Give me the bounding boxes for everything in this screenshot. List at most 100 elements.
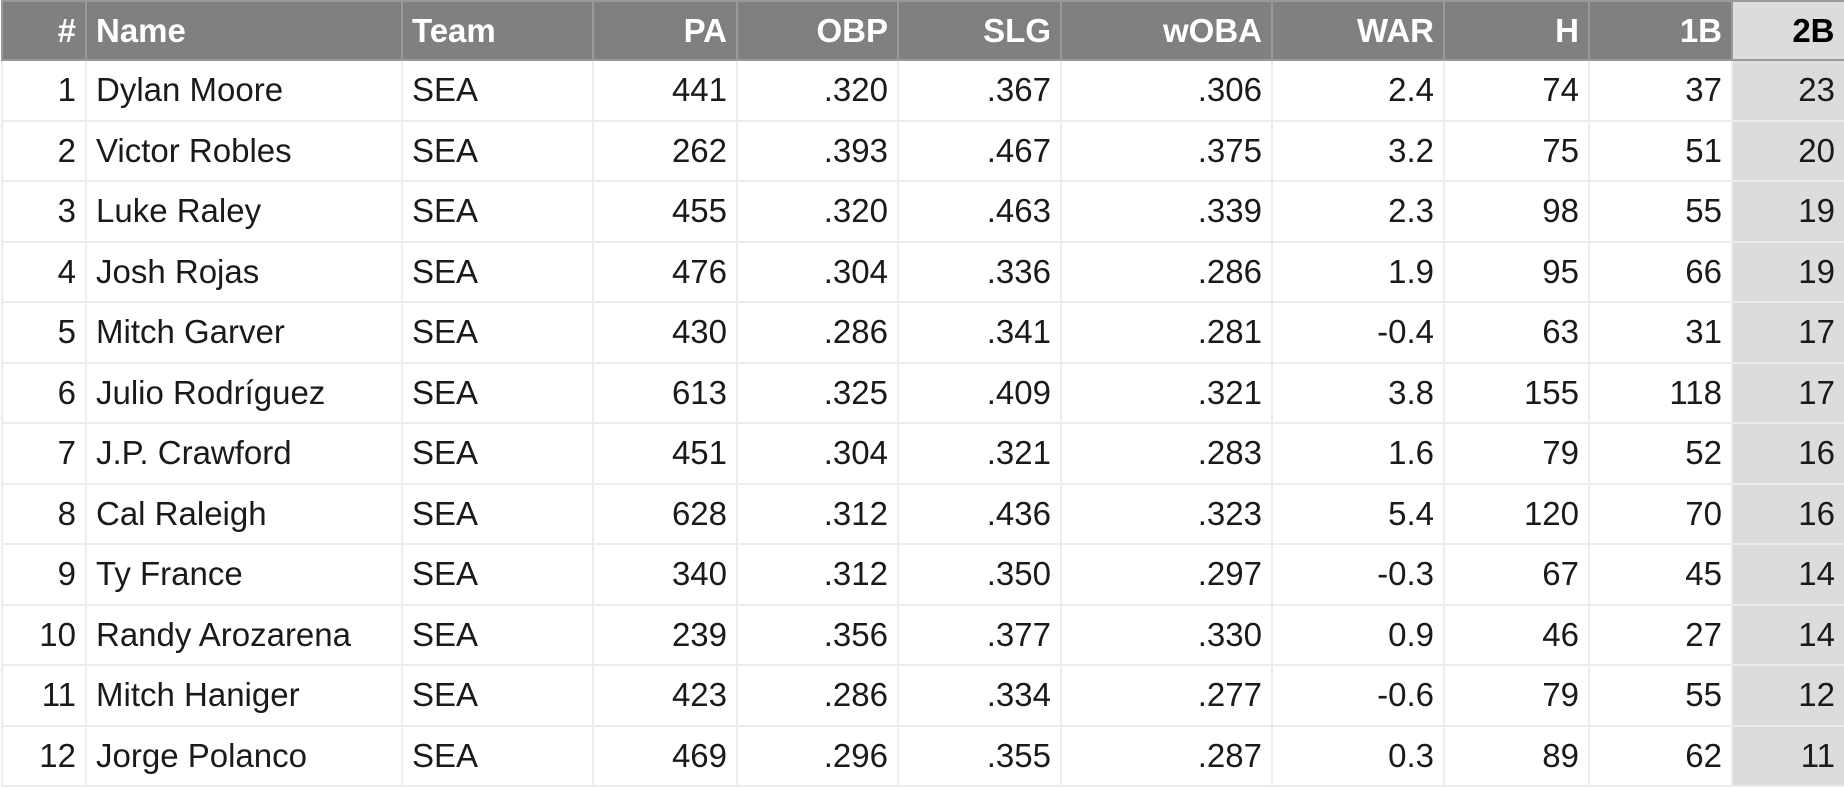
- cell-rank: 3: [1, 180, 87, 243]
- cell-woba: .306: [1060, 59, 1273, 122]
- cell-slg: .350: [897, 543, 1062, 606]
- cell-name: Cal Raleigh: [85, 482, 403, 545]
- cell-name: Luke Raley: [85, 180, 403, 243]
- cell-woba: .283: [1060, 422, 1273, 485]
- cell-2b: 19: [1731, 240, 1844, 303]
- cell-rank: 2: [1, 119, 87, 182]
- cell-name: J.P. Crawford: [85, 422, 403, 485]
- cell-1b: 70: [1588, 482, 1733, 545]
- table-row[interactable]: 11 Mitch Haniger SEA 423.286.334.277 -0.6 79 5…: [1, 664, 1844, 727]
- cell-pa: 262: [592, 119, 738, 182]
- table-row[interactable]: 4 Josh Rojas SEA 476.304.336.286 1.9 95 66 19: [1, 240, 1844, 303]
- cell-1b: 45: [1588, 543, 1733, 606]
- cell-slg: .341: [897, 301, 1062, 364]
- cell-rank: 8: [1, 482, 87, 545]
- table-row[interactable]: 2 Victor Robles SEA 262.393.467.375 3.2 75 51 2…: [1, 119, 1844, 182]
- cell-h: 79: [1443, 664, 1590, 727]
- cell-team: SEA: [401, 724, 594, 787]
- cell-h: 89: [1443, 724, 1590, 787]
- column-header-2b[interactable]: 2B: [1731, 0, 1844, 61]
- cell-obp: .304: [736, 422, 899, 485]
- cell-war: 3.2: [1271, 119, 1445, 182]
- column-header-team[interactable]: Team: [401, 0, 594, 61]
- cell-2b: 14: [1731, 543, 1844, 606]
- cell-h: 74: [1443, 59, 1590, 122]
- cell-name: Josh Rojas: [85, 240, 403, 303]
- cell-team: SEA: [401, 240, 594, 303]
- cell-1b: 118: [1588, 361, 1733, 424]
- cell-war: -0.6: [1271, 664, 1445, 727]
- column-header-slg[interactable]: SLG: [897, 0, 1062, 61]
- cell-war: 2.4: [1271, 59, 1445, 122]
- cell-pa: 455: [592, 180, 738, 243]
- cell-team: SEA: [401, 482, 594, 545]
- column-header-woba[interactable]: wOBA: [1060, 0, 1273, 61]
- cell-name: Mitch Garver: [85, 301, 403, 364]
- cell-h: 98: [1443, 180, 1590, 243]
- cell-war: -0.3: [1271, 543, 1445, 606]
- column-header-name[interactable]: Name: [85, 0, 403, 61]
- cell-1b: 66: [1588, 240, 1733, 303]
- table-row[interactable]: 5 Mitch Garver SEA 430.286.341.281 -0.4 63 31 1…: [1, 301, 1844, 364]
- cell-1b: 27: [1588, 603, 1733, 666]
- cell-war: 1.9: [1271, 240, 1445, 303]
- cell-team: SEA: [401, 543, 594, 606]
- cell-team: SEA: [401, 59, 594, 122]
- cell-war: 0.3: [1271, 724, 1445, 787]
- cell-rank: 5: [1, 301, 87, 364]
- cell-woba: .286: [1060, 240, 1273, 303]
- column-header-h[interactable]: H: [1443, 0, 1590, 61]
- cell-obp: .304: [736, 240, 899, 303]
- column-header-1b[interactable]: 1B: [1588, 0, 1733, 61]
- cell-2b: 16: [1731, 482, 1844, 545]
- cell-obp: .356: [736, 603, 899, 666]
- cell-name: Randy Arozarena: [85, 603, 403, 666]
- cell-obp: .286: [736, 664, 899, 727]
- table-row[interactable]: 9 Ty France SEA 340.312.350.297 -0.3 67 45 14: [1, 543, 1844, 606]
- column-header-obp[interactable]: OBP: [736, 0, 899, 61]
- cell-h: 67: [1443, 543, 1590, 606]
- cell-rank: 4: [1, 240, 87, 303]
- column-header-rank[interactable]: #: [1, 0, 87, 61]
- cell-team: SEA: [401, 603, 594, 666]
- cell-woba: .277: [1060, 664, 1273, 727]
- table-row[interactable]: 12 Jorge Polanco SEA 469.296.355.287 0.3 89 62…: [1, 724, 1844, 787]
- table-row[interactable]: 6 Julio Rodríguez SEA 613.325.409.321 3.8 155…: [1, 361, 1844, 424]
- cell-pa: 476: [592, 240, 738, 303]
- cell-pa: 613: [592, 361, 738, 424]
- cell-war: -0.4: [1271, 301, 1445, 364]
- table-row[interactable]: 8 Cal Raleigh SEA 628.312.436.323 5.4 120 70 16: [1, 482, 1844, 545]
- cell-obp: .312: [736, 543, 899, 606]
- column-header-pa[interactable]: PA: [592, 0, 738, 61]
- cell-name: Mitch Haniger: [85, 664, 403, 727]
- cell-name: Jorge Polanco: [85, 724, 403, 787]
- cell-war: 0.9: [1271, 603, 1445, 666]
- cell-team: SEA: [401, 361, 594, 424]
- table-row[interactable]: 7 J.P. Crawford SEA 451.304.321.283 1.6 79 52 1…: [1, 422, 1844, 485]
- cell-woba: .323: [1060, 482, 1273, 545]
- cell-name: Dylan Moore: [85, 59, 403, 122]
- cell-1b: 55: [1588, 180, 1733, 243]
- table-row[interactable]: 10 Randy Arozarena SEA 239.356.377.330 0.9 46…: [1, 603, 1844, 666]
- cell-pa: 441: [592, 59, 738, 122]
- cell-woba: .287: [1060, 724, 1273, 787]
- cell-h: 63: [1443, 301, 1590, 364]
- header-row: # Name Team PA OBP SLG wOBA WAR H 1B 2B: [1, 0, 1844, 61]
- cell-pa: 628: [592, 482, 738, 545]
- table-row[interactable]: 1 Dylan Moore SEA 441.320.367.306 2.4 74 37 23: [1, 59, 1844, 122]
- cell-slg: .367: [897, 59, 1062, 122]
- cell-war: 1.6: [1271, 422, 1445, 485]
- cell-woba: .297: [1060, 543, 1273, 606]
- table-row[interactable]: 3 Luke Raley SEA 455.320.463.339 2.3 98 55 19: [1, 180, 1844, 243]
- cell-team: SEA: [401, 180, 594, 243]
- cell-pa: 340: [592, 543, 738, 606]
- column-header-war[interactable]: WAR: [1271, 0, 1445, 61]
- cell-1b: 62: [1588, 724, 1733, 787]
- cell-team: SEA: [401, 119, 594, 182]
- cell-obp: .393: [736, 119, 899, 182]
- cell-slg: .355: [897, 724, 1062, 787]
- cell-obp: .320: [736, 59, 899, 122]
- cell-woba: .330: [1060, 603, 1273, 666]
- cell-slg: .436: [897, 482, 1062, 545]
- cell-h: 95: [1443, 240, 1590, 303]
